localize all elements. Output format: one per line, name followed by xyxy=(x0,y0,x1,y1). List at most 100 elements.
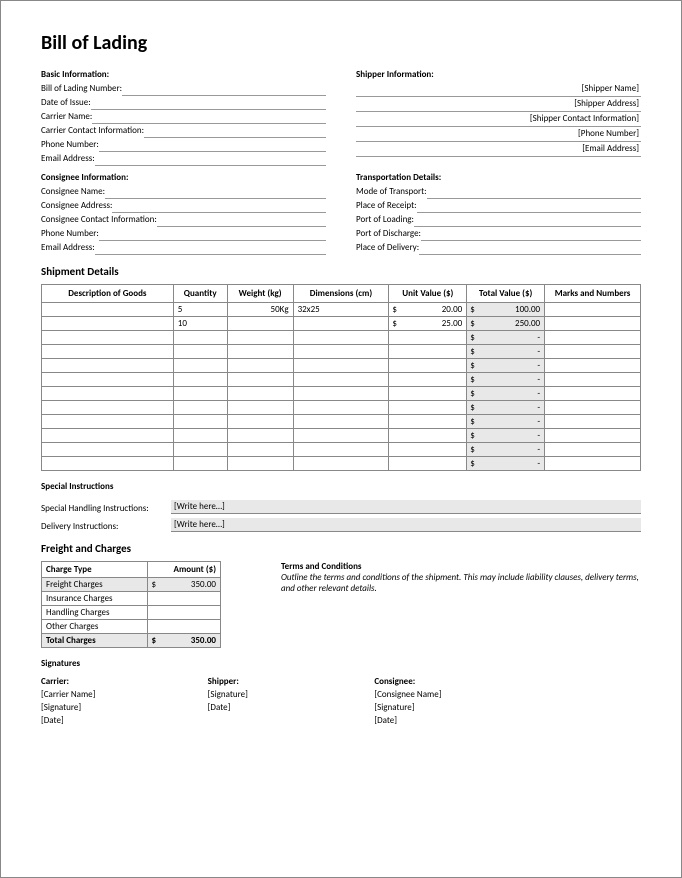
shipment-cell[interactable] xyxy=(42,443,174,457)
shipment-cell[interactable] xyxy=(227,443,293,457)
shipment-cell[interactable] xyxy=(227,331,293,345)
shipment-cell[interactable]: 50Kg xyxy=(227,303,293,317)
shipment-cell[interactable] xyxy=(545,401,641,415)
shipment-cell[interactable] xyxy=(227,415,293,429)
shipment-cell[interactable] xyxy=(389,401,467,415)
shipment-cell[interactable]: $- xyxy=(467,345,545,359)
charge-amount[interactable]: $350.00 xyxy=(148,578,221,592)
field-value[interactable] xyxy=(91,96,326,110)
field-value[interactable] xyxy=(427,185,641,199)
shipment-cell[interactable]: $- xyxy=(467,415,545,429)
shipment-cell[interactable]: $- xyxy=(467,429,545,443)
shipment-cell[interactable]: $- xyxy=(467,443,545,457)
shipment-cell[interactable] xyxy=(173,345,227,359)
shipment-cell[interactable]: 32x25 xyxy=(293,303,389,317)
shipment-cell[interactable] xyxy=(173,373,227,387)
shipment-cell[interactable] xyxy=(293,415,389,429)
shipment-cell[interactable] xyxy=(42,387,174,401)
shipment-cell[interactable] xyxy=(42,359,174,373)
shipment-cell[interactable]: $20.00 xyxy=(389,303,467,317)
shipment-cell[interactable] xyxy=(545,387,641,401)
shipment-cell[interactable] xyxy=(42,429,174,443)
shipment-cell[interactable] xyxy=(227,345,293,359)
shipment-cell[interactable]: $- xyxy=(467,331,545,345)
shipment-cell[interactable]: $- xyxy=(467,373,545,387)
field-value[interactable] xyxy=(92,110,326,124)
shipment-cell[interactable] xyxy=(227,317,293,331)
shipment-cell[interactable] xyxy=(42,331,174,345)
signature-line[interactable]: [Signature] xyxy=(374,701,511,714)
shipment-cell[interactable] xyxy=(42,401,174,415)
shipment-cell[interactable] xyxy=(545,303,641,317)
shipment-cell[interactable] xyxy=(545,443,641,457)
instruction-field[interactable]: [Write here…] xyxy=(171,518,641,532)
field-value[interactable] xyxy=(95,241,326,255)
shipment-cell[interactable]: $- xyxy=(467,359,545,373)
charge-amount[interactable] xyxy=(148,606,221,620)
shipment-cell[interactable] xyxy=(293,317,389,331)
field-value[interactable] xyxy=(95,152,326,166)
shipment-cell[interactable] xyxy=(173,331,227,345)
field-value[interactable]: [Shipper Address] xyxy=(356,97,641,112)
shipment-cell[interactable] xyxy=(293,457,389,471)
shipment-cell[interactable]: $- xyxy=(467,457,545,471)
shipment-cell[interactable] xyxy=(173,387,227,401)
shipment-cell[interactable] xyxy=(42,415,174,429)
field-value[interactable]: [Phone Number] xyxy=(356,127,641,142)
shipment-cell[interactable] xyxy=(173,457,227,471)
shipment-cell[interactable] xyxy=(227,401,293,415)
shipment-cell[interactable] xyxy=(545,331,641,345)
charge-amount[interactable] xyxy=(148,620,221,634)
field-value[interactable] xyxy=(417,199,641,213)
field-value[interactable] xyxy=(99,227,326,241)
shipment-cell[interactable] xyxy=(389,415,467,429)
shipment-cell[interactable]: $25.00 xyxy=(389,317,467,331)
shipment-cell[interactable] xyxy=(173,443,227,457)
field-value[interactable] xyxy=(144,124,326,138)
field-value[interactable] xyxy=(157,213,326,227)
shipment-cell[interactable]: 5 xyxy=(173,303,227,317)
shipment-cell[interactable] xyxy=(293,429,389,443)
signature-line[interactable]: [Carrier Name] xyxy=(41,688,178,701)
instruction-field[interactable]: [Write here…] xyxy=(171,500,641,514)
field-value[interactable] xyxy=(414,213,641,227)
shipment-cell[interactable] xyxy=(545,415,641,429)
shipment-cell[interactable] xyxy=(389,429,467,443)
shipment-cell[interactable] xyxy=(389,373,467,387)
shipment-cell[interactable] xyxy=(42,345,174,359)
field-value[interactable]: [Email Address] xyxy=(356,142,641,157)
shipment-cell[interactable] xyxy=(545,429,641,443)
shipment-cell[interactable] xyxy=(42,373,174,387)
shipment-cell[interactable] xyxy=(173,415,227,429)
field-value[interactable] xyxy=(105,185,326,199)
charge-amount[interactable] xyxy=(148,592,221,606)
shipment-cell[interactable] xyxy=(389,443,467,457)
shipment-cell[interactable] xyxy=(545,457,641,471)
shipment-cell[interactable] xyxy=(42,317,174,331)
signature-line[interactable]: [Date] xyxy=(208,701,345,714)
signature-line[interactable]: [Date] xyxy=(374,714,511,727)
shipment-cell[interactable] xyxy=(293,387,389,401)
shipment-cell[interactable] xyxy=(293,443,389,457)
shipment-cell[interactable]: 10 xyxy=(173,317,227,331)
shipment-cell[interactable]: $- xyxy=(467,387,545,401)
signature-line[interactable]: [Signature] xyxy=(41,701,178,714)
shipment-cell[interactable] xyxy=(389,387,467,401)
shipment-cell[interactable] xyxy=(293,331,389,345)
shipment-cell[interactable] xyxy=(293,373,389,387)
field-value[interactable] xyxy=(99,138,326,152)
shipment-cell[interactable] xyxy=(293,359,389,373)
shipment-cell[interactable] xyxy=(389,457,467,471)
shipment-cell[interactable] xyxy=(173,429,227,443)
field-value[interactable]: [Shipper Name] xyxy=(356,82,641,97)
shipment-cell[interactable]: $250.00 xyxy=(467,317,545,331)
shipment-cell[interactable] xyxy=(227,429,293,443)
shipment-cell[interactable] xyxy=(545,345,641,359)
shipment-cell[interactable] xyxy=(545,373,641,387)
signature-line[interactable]: [Date] xyxy=(41,714,178,727)
shipment-cell[interactable] xyxy=(227,457,293,471)
shipment-cell[interactable] xyxy=(42,303,174,317)
shipment-cell[interactable]: $- xyxy=(467,401,545,415)
shipment-cell[interactable] xyxy=(227,373,293,387)
shipment-cell[interactable] xyxy=(227,359,293,373)
